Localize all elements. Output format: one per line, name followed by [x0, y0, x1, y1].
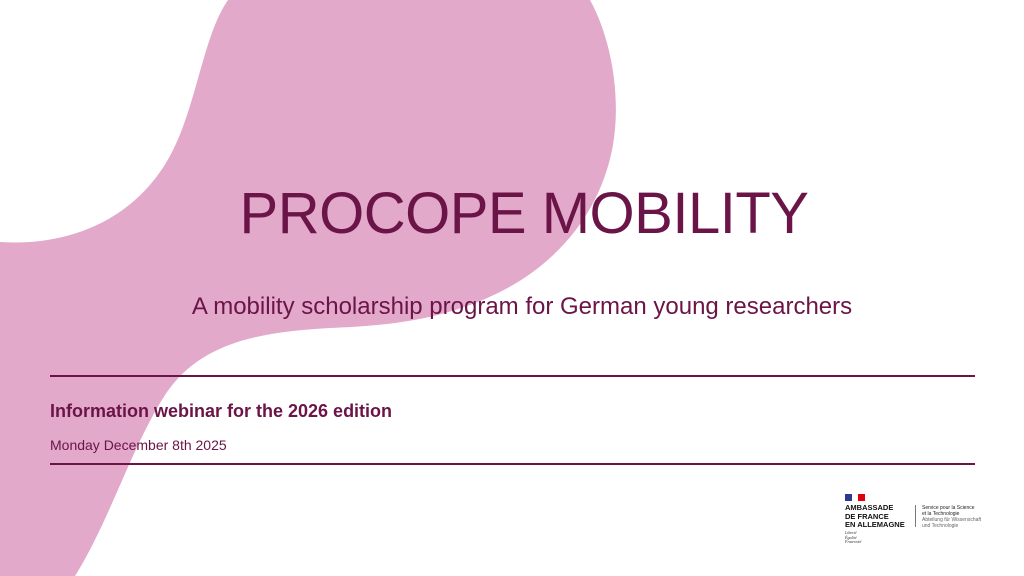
slide-title: PROCOPE MOBILITY — [239, 181, 809, 246]
service-line: Service pour la Science — [922, 505, 975, 511]
motto: Liberté Égalité Fraternité — [845, 530, 862, 545]
service-name: Service pour la Science et la Technologi… — [922, 505, 981, 529]
bottom-divider — [50, 463, 975, 465]
embassy-name: AMBASSADE DE FRANCE EN ALLEMAGNE — [845, 503, 905, 530]
embassy-logo: AMBASSADE DE FRANCE EN ALLEMAGNE Liberté… — [845, 494, 990, 546]
embassy-line: AMBASSADE — [845, 503, 894, 512]
motto-line: Égalité — [845, 534, 857, 540]
service-line: Abteilung für Wissenschaft — [922, 517, 982, 523]
french-flag-icon — [845, 494, 866, 501]
motto-line: Fraternité — [845, 539, 862, 544]
logo-separator — [915, 505, 916, 527]
blob-shape — [0, 0, 616, 576]
service-line: et la Technologie — [922, 511, 960, 517]
service-line: und Technologie — [922, 523, 959, 529]
webinar-heading: Information webinar for the 2026 edition — [50, 401, 393, 421]
motto-line: Liberté — [845, 530, 857, 535]
slide-subtitle: A mobility scholarship program for Germa… — [191, 293, 853, 320]
embassy-line: EN ALLEMAGNE — [845, 520, 905, 529]
top-divider — [50, 375, 975, 377]
webinar-date: Monday December 8th 2025 — [50, 437, 227, 453]
embassy-line: DE FRANCE — [845, 511, 889, 521]
